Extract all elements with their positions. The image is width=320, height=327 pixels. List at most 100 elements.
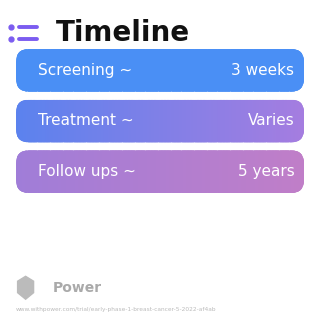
Bar (91, 150, 93, 193)
Bar (276, 100, 278, 142)
Bar (163, 100, 164, 142)
Bar (74, 150, 76, 193)
Bar (292, 150, 294, 193)
Bar (200, 150, 202, 193)
Bar (76, 49, 78, 92)
Bar (232, 100, 234, 142)
Bar (295, 100, 297, 142)
Bar (159, 150, 160, 193)
Bar (278, 150, 280, 193)
Bar (261, 100, 262, 142)
Bar (23, 49, 25, 92)
Bar (196, 49, 198, 92)
FancyBboxPatch shape (16, 150, 304, 193)
Bar (18, 49, 19, 92)
Bar (140, 100, 141, 142)
Bar (300, 100, 301, 142)
Bar (92, 49, 94, 92)
Bar (74, 100, 76, 142)
Bar (86, 150, 88, 193)
Bar (264, 150, 266, 193)
Bar (199, 100, 201, 142)
Bar (48, 100, 50, 142)
Bar (287, 49, 289, 92)
Bar (176, 100, 178, 142)
Bar (232, 49, 234, 92)
Text: Varies: Varies (248, 113, 294, 129)
Bar (297, 49, 299, 92)
Bar (109, 100, 111, 142)
Bar (123, 150, 124, 193)
Bar (124, 49, 126, 92)
Bar (56, 150, 58, 193)
Bar (291, 49, 293, 92)
Bar (156, 49, 157, 92)
Bar (205, 150, 206, 193)
Bar (101, 100, 103, 142)
Bar (291, 100, 293, 142)
Bar (188, 49, 189, 92)
Bar (32, 150, 34, 193)
Bar (177, 49, 179, 92)
Bar (61, 49, 62, 92)
Bar (285, 49, 287, 92)
Bar (241, 49, 243, 92)
Bar (222, 49, 224, 92)
Bar (55, 49, 57, 92)
Bar (300, 150, 301, 193)
Bar (69, 150, 71, 193)
Bar (133, 100, 134, 142)
Bar (120, 100, 122, 142)
Bar (192, 49, 193, 92)
Bar (19, 100, 20, 142)
Bar (28, 100, 29, 142)
Bar (49, 150, 51, 193)
Bar (127, 49, 129, 92)
Bar (133, 150, 134, 193)
Bar (190, 49, 192, 92)
Bar (292, 100, 294, 142)
Bar (295, 49, 297, 92)
Bar (58, 150, 60, 193)
Bar (196, 150, 198, 193)
Bar (120, 150, 122, 193)
Bar (269, 49, 271, 92)
Bar (58, 100, 60, 142)
Bar (16, 100, 18, 142)
Bar (269, 150, 271, 193)
Bar (81, 150, 83, 193)
Bar (252, 49, 254, 92)
Bar (265, 150, 267, 193)
Bar (239, 100, 241, 142)
Bar (49, 100, 51, 142)
Bar (94, 49, 95, 92)
Bar (143, 49, 145, 92)
Bar (86, 49, 88, 92)
Bar (287, 100, 289, 142)
Bar (249, 150, 251, 193)
Bar (154, 100, 156, 142)
Bar (280, 49, 281, 92)
Bar (35, 100, 36, 142)
Bar (172, 150, 173, 193)
Bar (248, 150, 250, 193)
Bar (156, 100, 157, 142)
Bar (59, 150, 61, 193)
Bar (179, 150, 180, 193)
Bar (20, 100, 22, 142)
Bar (183, 100, 185, 142)
Bar (114, 49, 116, 92)
Bar (128, 150, 130, 193)
Bar (53, 100, 55, 142)
Bar (174, 49, 176, 92)
Bar (160, 49, 162, 92)
Bar (102, 49, 104, 92)
Bar (97, 100, 99, 142)
Bar (52, 100, 54, 142)
Bar (174, 150, 176, 193)
Bar (200, 100, 202, 142)
Bar (268, 150, 270, 193)
Bar (208, 150, 209, 193)
Bar (213, 49, 215, 92)
Bar (134, 150, 136, 193)
